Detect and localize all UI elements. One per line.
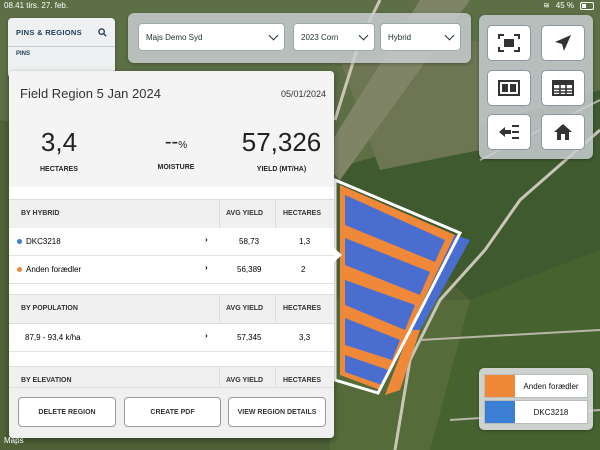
hybrid-table-header: BY HYBRID AVG YIELD HECTARES <box>9 199 334 229</box>
split-view-button[interactable] <box>487 70 531 106</box>
population-avg-yield: 57,345 <box>237 333 262 342</box>
list-back-icon <box>499 125 519 139</box>
hybrid-color-dot <box>17 267 22 273</box>
layer-select[interactable]: Hybrid <box>380 23 461 51</box>
region-stats: 3,4 HECTARES --% MOISTURE 57,326 YIELD (… <box>9 117 334 187</box>
chevron-down-icon <box>444 30 455 41</box>
maps-credit: Maps <box>4 436 24 445</box>
region-date: 05/01/2024 <box>280 89 326 99</box>
population-hectares: 3,3 <box>299 333 311 342</box>
elevation-header-label: BY ELEVATION <box>21 377 72 384</box>
view-region-details-button[interactable]: VIEW REGION DETAILS <box>228 397 326 427</box>
stat-moisture-value: -- <box>164 131 179 153</box>
hybrid-color-dot <box>17 239 22 245</box>
stat-yield-label: YIELD (MT/HA) <box>256 166 307 173</box>
hybrid-hectares: 2 <box>301 265 306 274</box>
status-bar: 08.41 tirs. 27. feb. ≋ 45 % <box>0 0 600 12</box>
population-col-yield: AVG YIELD <box>226 305 264 312</box>
hybrid-row[interactable]: Anden forædler › 56,389 2 <box>9 256 334 284</box>
battery-icon <box>580 1 594 10</box>
sidebar-header: PINS & REGIONS <box>8 18 115 47</box>
focus-button[interactable] <box>487 25 531 61</box>
stat-moisture: --% MOISTURE <box>146 127 206 171</box>
hybrid-header-label: BY HYBRID <box>21 210 60 217</box>
legend-swatch <box>485 401 515 423</box>
stat-yield: 57,326 YIELD (MT/HA) <box>234 127 329 173</box>
hybrid-col-hectares: HECTARES <box>283 210 321 217</box>
sidebar-title: PINS & REGIONS <box>16 27 82 37</box>
population-header-label: BY POPULATION <box>21 305 78 312</box>
map-tools <box>479 15 593 159</box>
wifi-icon: ≋ <box>543 1 550 10</box>
elevation-col-yield: AVG YIELD <box>226 377 264 384</box>
stat-hectares-value: 3,4 <box>40 127 78 157</box>
season-select-value: 2023 Corn <box>301 32 339 42</box>
map-legend: Anden forædler DKC3218 <box>479 368 593 430</box>
chevron-right-icon: › <box>205 263 208 272</box>
panel-actions: DELETE REGION CREATE PDF VIEW REGION DET… <box>9 387 334 438</box>
panel-header: Field Region 5 Jan 2024 05/01/2024 <box>9 71 334 118</box>
sidebar-section-pins[interactable]: PINS <box>16 51 31 57</box>
home-icon <box>554 124 572 140</box>
focus-icon <box>498 34 520 52</box>
chevron-right-icon: › <box>205 331 208 340</box>
navigate-icon <box>555 35 571 51</box>
chevron-down-icon <box>358 30 369 41</box>
stat-moisture-label: MOISTURE <box>157 164 195 171</box>
population-range: 87,9 - 93,4 k/ha <box>25 333 81 342</box>
table-icon <box>552 80 574 96</box>
hybrid-row[interactable]: DKC3218 › 58,73 1,3 <box>9 228 334 256</box>
create-pdf-button[interactable]: CREATE PDF <box>124 397 221 427</box>
stat-moisture-unit: % <box>178 140 188 151</box>
hybrid-col-yield: AVG YIELD <box>226 210 264 217</box>
layer-select-value: Hybrid <box>388 32 412 42</box>
status-date: tirs. 27. feb. <box>26 1 69 10</box>
elevation-col-hectares: HECTARES <box>283 377 321 384</box>
panel-pointer <box>334 248 342 262</box>
navigate-button[interactable] <box>541 25 585 61</box>
population-col-hectares: HECTARES <box>283 305 321 312</box>
hybrid-name: Anden forædler <box>26 265 82 274</box>
yield-field-overlay <box>340 185 470 395</box>
stat-hectares-label: HECTARES <box>40 166 78 173</box>
farm-select[interactable]: Majs Demo Syd <box>138 23 285 51</box>
hybrid-name: DKC3218 <box>26 237 61 246</box>
list-back-button[interactable] <box>487 114 531 150</box>
home-button[interactable] <box>541 114 585 150</box>
pins-regions-sidebar: PINS & REGIONS PINS <box>8 18 115 78</box>
region-details-panel: Field Region 5 Jan 2024 05/01/2024 3,4 H… <box>9 71 334 438</box>
hybrid-avg-yield: 56,389 <box>237 265 262 274</box>
table-view-button[interactable] <box>541 70 585 106</box>
status-time: 08.41 <box>4 1 25 10</box>
stat-hectares: 3,4 HECTARES <box>39 127 79 173</box>
farm-select-value: Majs Demo Syd <box>146 32 203 42</box>
chevron-down-icon <box>268 30 279 41</box>
population-row[interactable]: 87,9 - 93,4 k/ha › 57,345 3,3 <box>9 324 334 352</box>
population-table-header: BY POPULATION AVG YIELD HECTARES <box>9 294 334 324</box>
filter-bar: Majs Demo Syd 2023 Corn Hybrid <box>128 13 471 63</box>
legend-label: DKC3218 <box>533 407 569 417</box>
legend-label: Anden forædler <box>523 381 579 391</box>
region-title: Field Region 5 Jan 2024 <box>20 86 161 101</box>
legend-item: Anden forædler <box>484 374 588 398</box>
chevron-right-icon: › <box>205 235 208 244</box>
hybrid-hectares: 1,3 <box>299 237 311 246</box>
split-view-icon <box>498 80 520 96</box>
legend-swatch <box>485 375 515 397</box>
maps-credit-text: Maps <box>4 436 24 445</box>
search-icon[interactable] <box>98 27 107 37</box>
legend-item: DKC3218 <box>484 400 588 424</box>
stat-yield-value: 57,326 <box>241 127 322 157</box>
season-select[interactable]: 2023 Corn <box>293 23 375 51</box>
battery-percent: 45 % <box>555 1 574 10</box>
hybrid-avg-yield: 58,73 <box>239 237 260 246</box>
delete-region-button[interactable]: DELETE REGION <box>18 397 116 427</box>
